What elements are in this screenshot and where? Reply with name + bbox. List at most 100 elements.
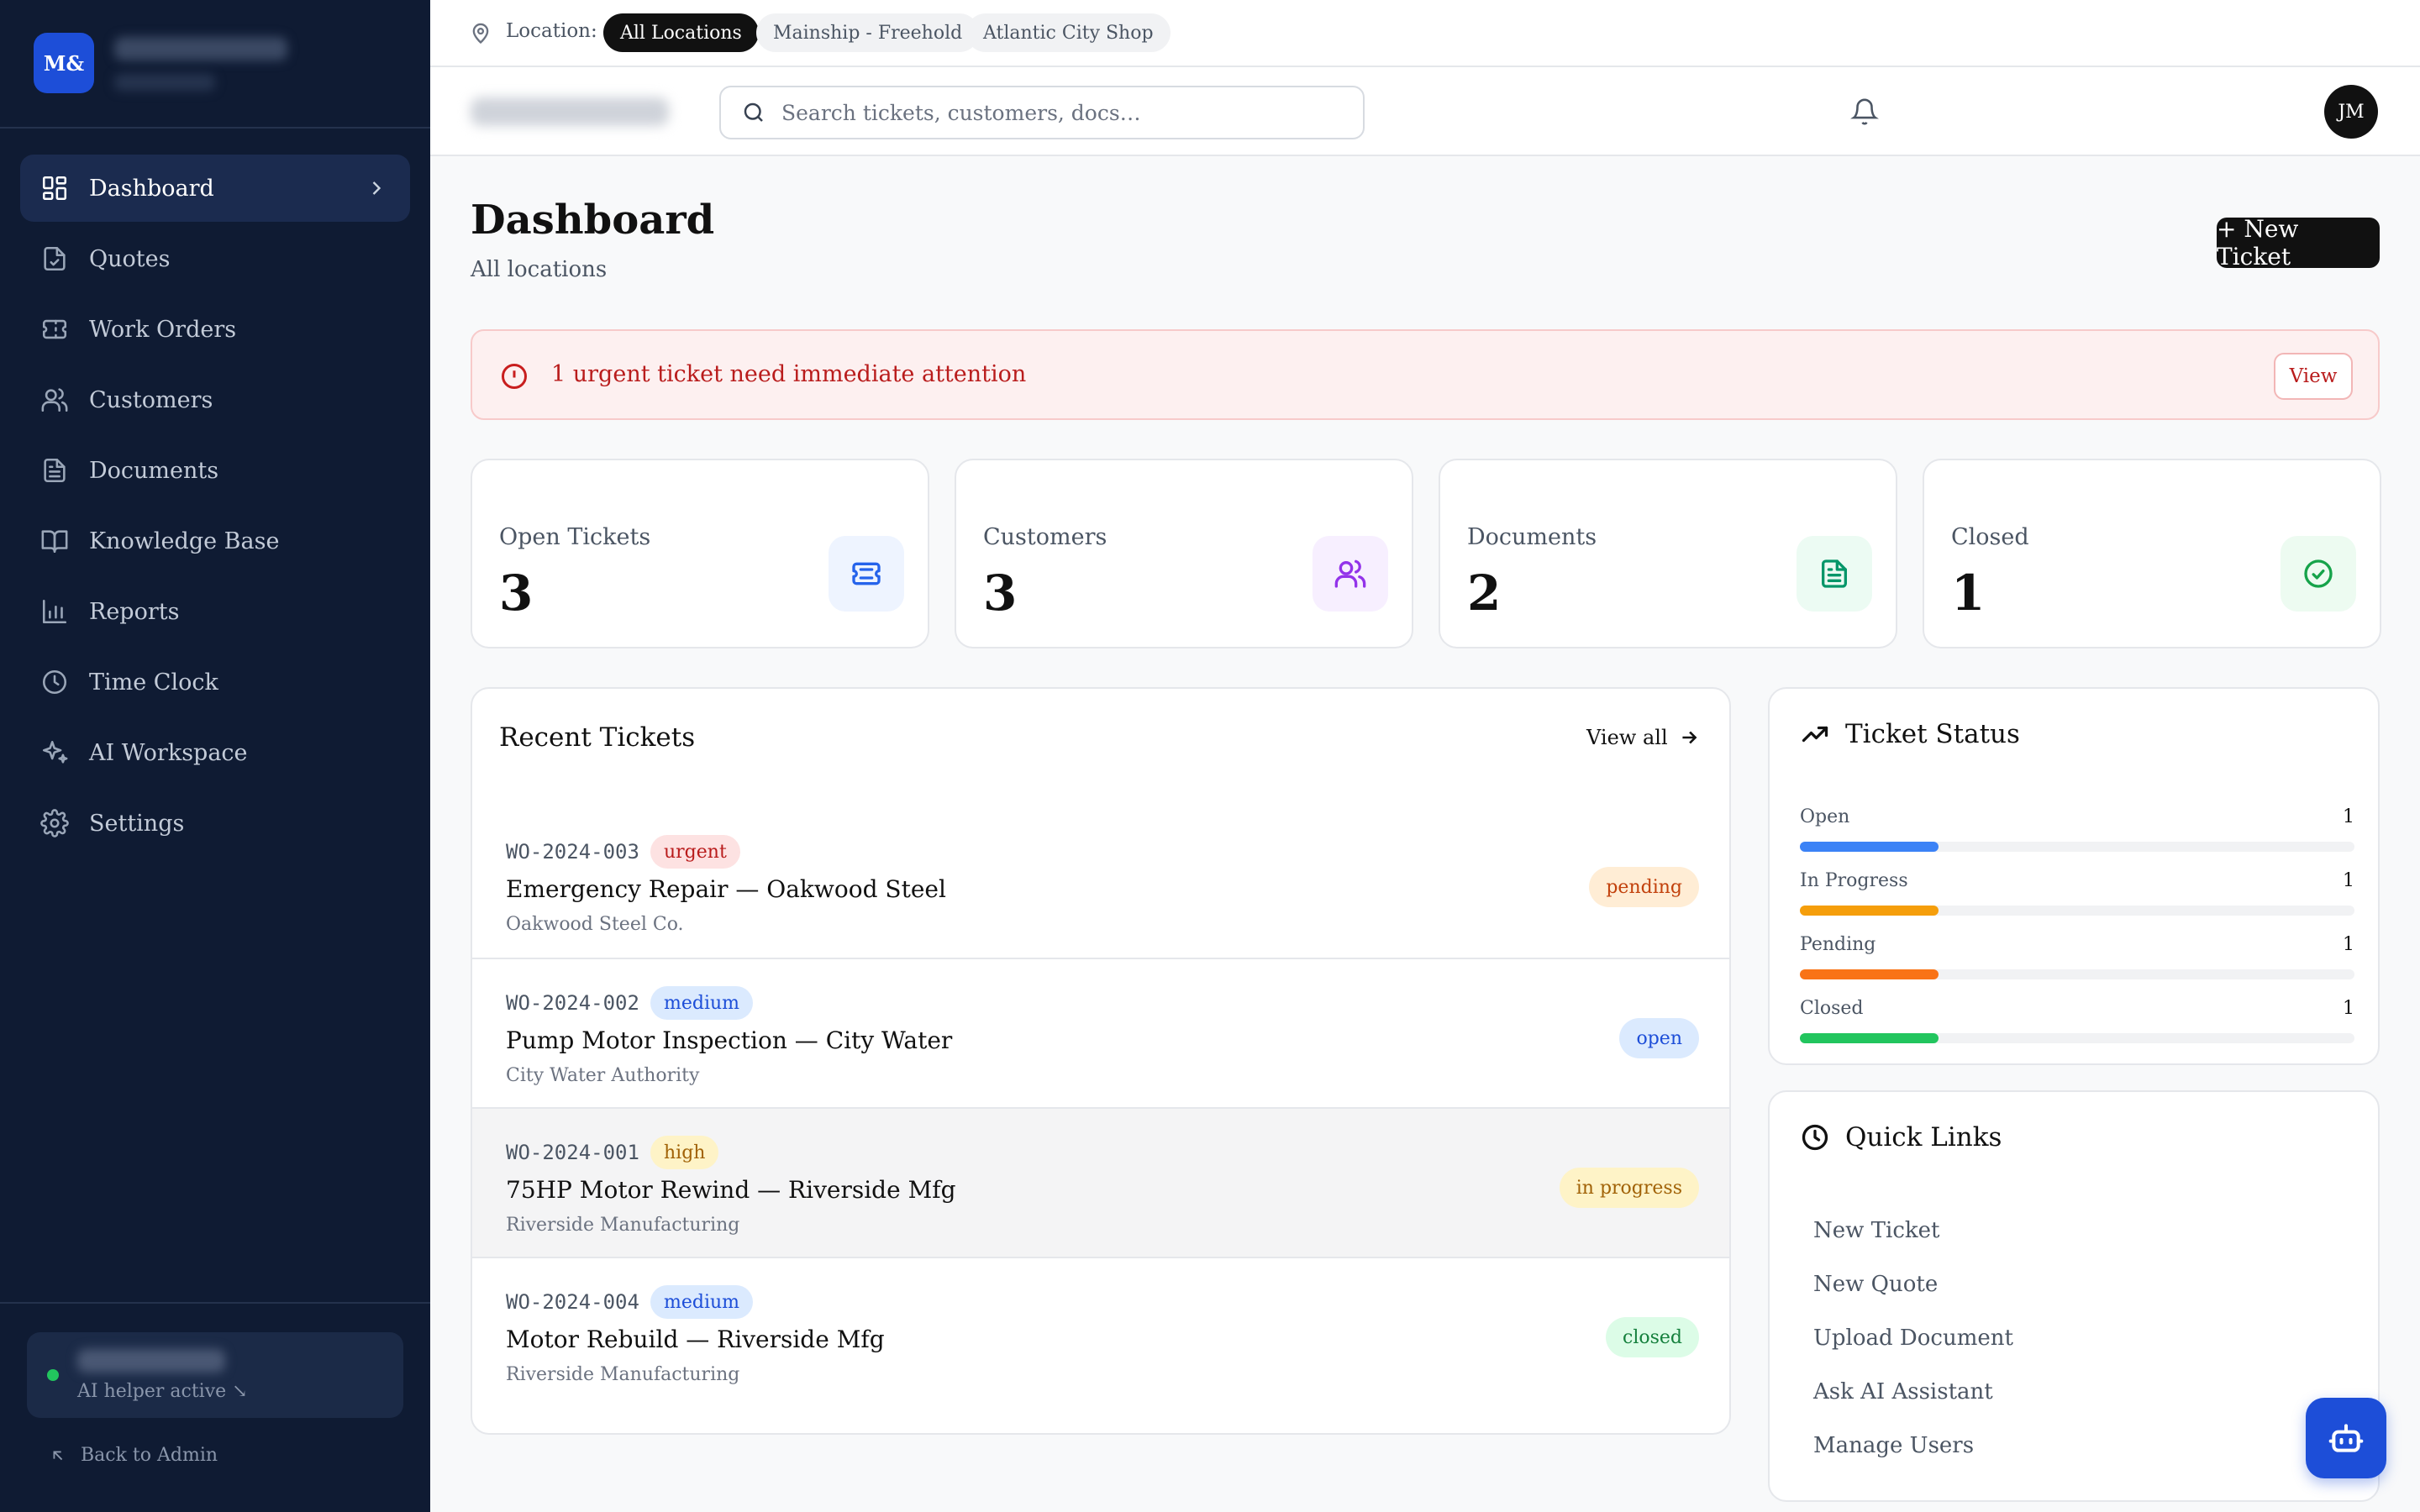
- status-progress-fill: [1800, 969, 1939, 979]
- priority-badge: medium: [650, 1285, 754, 1319]
- status-badge: in progress: [1559, 1168, 1699, 1208]
- quick-links-heading: Quick Links: [1800, 1122, 2002, 1152]
- ticket-id: WO-2024-003: [506, 840, 639, 864]
- status-progress-fill: [1800, 1033, 1939, 1043]
- sidebar-item-quotes[interactable]: Quotes: [20, 225, 410, 292]
- sidebar-item-documents[interactable]: Documents: [20, 437, 410, 504]
- chevron-right-icon: [365, 176, 388, 200]
- location-option-all[interactable]: All Locations: [603, 13, 759, 52]
- sidebar: M& Dashboard Quotes Work Orders Customer…: [0, 0, 430, 1512]
- ticket-status-panel: Ticket Status Open 1 In Progress 1 Pendi…: [1768, 687, 2380, 1065]
- check-circle-icon: [2281, 536, 2356, 612]
- sidebar-item-reports[interactable]: Reports: [20, 578, 410, 645]
- ticket-customer: Riverside Manufacturing: [506, 1215, 740, 1236]
- sidebar-footer: AI helper active ↘ Back to Admin: [0, 1302, 430, 1512]
- sidebar-item-dashboard[interactable]: Dashboard: [20, 155, 410, 222]
- search-box[interactable]: [719, 86, 1365, 139]
- status-progress-track: [1800, 969, 2354, 979]
- stat-card-customers[interactable]: Customers 3: [955, 459, 1413, 648]
- quick-link-new-quote[interactable]: New Quote: [1813, 1272, 1939, 1297]
- sidebar-item-label: Work Orders: [89, 316, 237, 343]
- location-label: Location:: [506, 20, 597, 42]
- status-row-pending: Pending 1: [1800, 934, 2354, 979]
- sidebar-item-label: Quotes: [89, 245, 171, 272]
- ticket-row[interactable]: WO-2024-001 high 75HP Motor Rewind — Riv…: [472, 1107, 1729, 1257]
- sidebar-item-label: Documents: [89, 457, 219, 484]
- clock-icon: [40, 668, 69, 696]
- book-icon: [40, 527, 69, 555]
- alert-view-button[interactable]: View: [2274, 353, 2353, 400]
- clock-icon: [1802, 1124, 1828, 1151]
- stat-label: Open Tickets: [499, 524, 651, 550]
- status-row-label: Pending: [1800, 934, 1876, 955]
- search-input[interactable]: [781, 100, 1319, 125]
- ai-helper-card[interactable]: AI helper active ↘: [27, 1332, 403, 1418]
- stat-card-closed[interactable]: Closed 1: [1923, 459, 2381, 648]
- status-row-count: 1: [2343, 806, 2354, 827]
- sidebar-item-settings[interactable]: Settings: [20, 790, 410, 857]
- new-ticket-button[interactable]: + New Ticket: [2217, 215, 2380, 270]
- sidebar-item-knowledge-base[interactable]: Knowledge Base: [20, 507, 410, 575]
- ticket-row[interactable]: WO-2024-002 medium Pump Motor Inspection…: [472, 958, 1729, 1107]
- page-title: Dashboard: [471, 197, 715, 244]
- brand-logo[interactable]: M&: [34, 33, 94, 93]
- sidebar-item-customers[interactable]: Customers: [20, 366, 410, 433]
- quick-link-new-ticket[interactable]: New Ticket: [1813, 1218, 1940, 1243]
- status-badge: pending: [1589, 867, 1699, 907]
- ticket-customer: City Water Authority: [506, 1065, 700, 1086]
- user-avatar[interactable]: JM: [2324, 85, 2378, 139]
- status-progress-track: [1800, 906, 2354, 916]
- brand-header: M&: [0, 0, 430, 129]
- status-row-label: In Progress: [1800, 870, 1908, 891]
- location-option-mainship-freehold[interactable]: Mainship - Freehold: [756, 13, 980, 52]
- quick-links-panel: Quick Links New Ticket New Quote Upload …: [1768, 1090, 2380, 1502]
- quote-file-icon: [40, 244, 69, 273]
- location-option-atlantic-city[interactable]: Atlantic City Shop: [966, 13, 1171, 52]
- users-icon: [40, 386, 69, 414]
- view-all-link[interactable]: View all: [1586, 726, 1700, 749]
- quick-links-title: Quick Links: [1845, 1122, 2002, 1152]
- location-bar: Location: All Locations Mainship - Freeh…: [430, 0, 2420, 67]
- arrow-right-icon: [1682, 731, 1697, 744]
- ai-assistant-fab[interactable]: [2306, 1398, 2386, 1478]
- ticket-status-title: Ticket Status: [1845, 719, 2020, 749]
- sidebar-item-label: Reports: [89, 598, 180, 625]
- status-progress-track: [1800, 1033, 2354, 1043]
- arrow-up-left-icon: [53, 1451, 63, 1460]
- sidebar-item-time-clock[interactable]: Time Clock: [20, 648, 410, 716]
- trending-up-icon: [1802, 726, 1828, 743]
- priority-badge: high: [650, 1136, 719, 1169]
- bar-chart-icon: [40, 597, 69, 626]
- stat-value: 2: [1467, 564, 1502, 622]
- quick-link-ask-ai[interactable]: Ask AI Assistant: [1813, 1379, 1993, 1404]
- quick-link-upload-document[interactable]: Upload Document: [1813, 1326, 2013, 1351]
- ai-helper-name-redacted: [77, 1349, 225, 1373]
- recent-tickets-title: Recent Tickets: [499, 722, 696, 753]
- ticket-customer: Oakwood Steel Co.: [506, 914, 684, 935]
- ticket-title: Pump Motor Inspection — City Water: [506, 1026, 953, 1054]
- ticket-row[interactable]: WO-2024-004 medium Motor Rebuild — River…: [472, 1257, 1729, 1406]
- quick-link-manage-users[interactable]: Manage Users: [1813, 1433, 1975, 1458]
- sidebar-item-work-orders[interactable]: Work Orders: [20, 296, 410, 363]
- priority-badge: medium: [650, 986, 754, 1020]
- ticket-id: WO-2024-004: [506, 1290, 639, 1314]
- sidebar-item-ai-workspace[interactable]: AI Workspace: [20, 719, 410, 786]
- ticket-title: 75HP Motor Rewind — Riverside Mfg: [506, 1176, 956, 1204]
- stat-card-open-tickets[interactable]: Open Tickets 3: [471, 459, 929, 648]
- status-row-count: 1: [2343, 998, 2354, 1019]
- status-progress-fill: [1800, 842, 1939, 852]
- status-badge: closed: [1606, 1317, 1699, 1357]
- back-to-admin-label: Back to Admin: [81, 1445, 218, 1466]
- view-all-label: View all: [1586, 726, 1668, 749]
- dashboard-grid-icon: [40, 174, 69, 202]
- bell-icon[interactable]: [1850, 97, 1879, 126]
- ticket-title: Motor Rebuild — Riverside Mfg: [506, 1326, 885, 1353]
- stat-card-documents[interactable]: Documents 2: [1439, 459, 1897, 648]
- status-row-label: Closed: [1800, 998, 1864, 1019]
- brand-name-redacted: [114, 37, 287, 60]
- sidebar-item-label: Dashboard: [89, 175, 214, 202]
- ticket-row[interactable]: WO-2024-003 urgent Emergency Repair — Oa…: [472, 808, 1729, 958]
- back-to-admin-link[interactable]: Back to Admin: [49, 1445, 218, 1466]
- map-pin-icon: [469, 22, 492, 45]
- recent-tickets-panel: Recent Tickets View all WO-2024-003 urge…: [471, 687, 1731, 1435]
